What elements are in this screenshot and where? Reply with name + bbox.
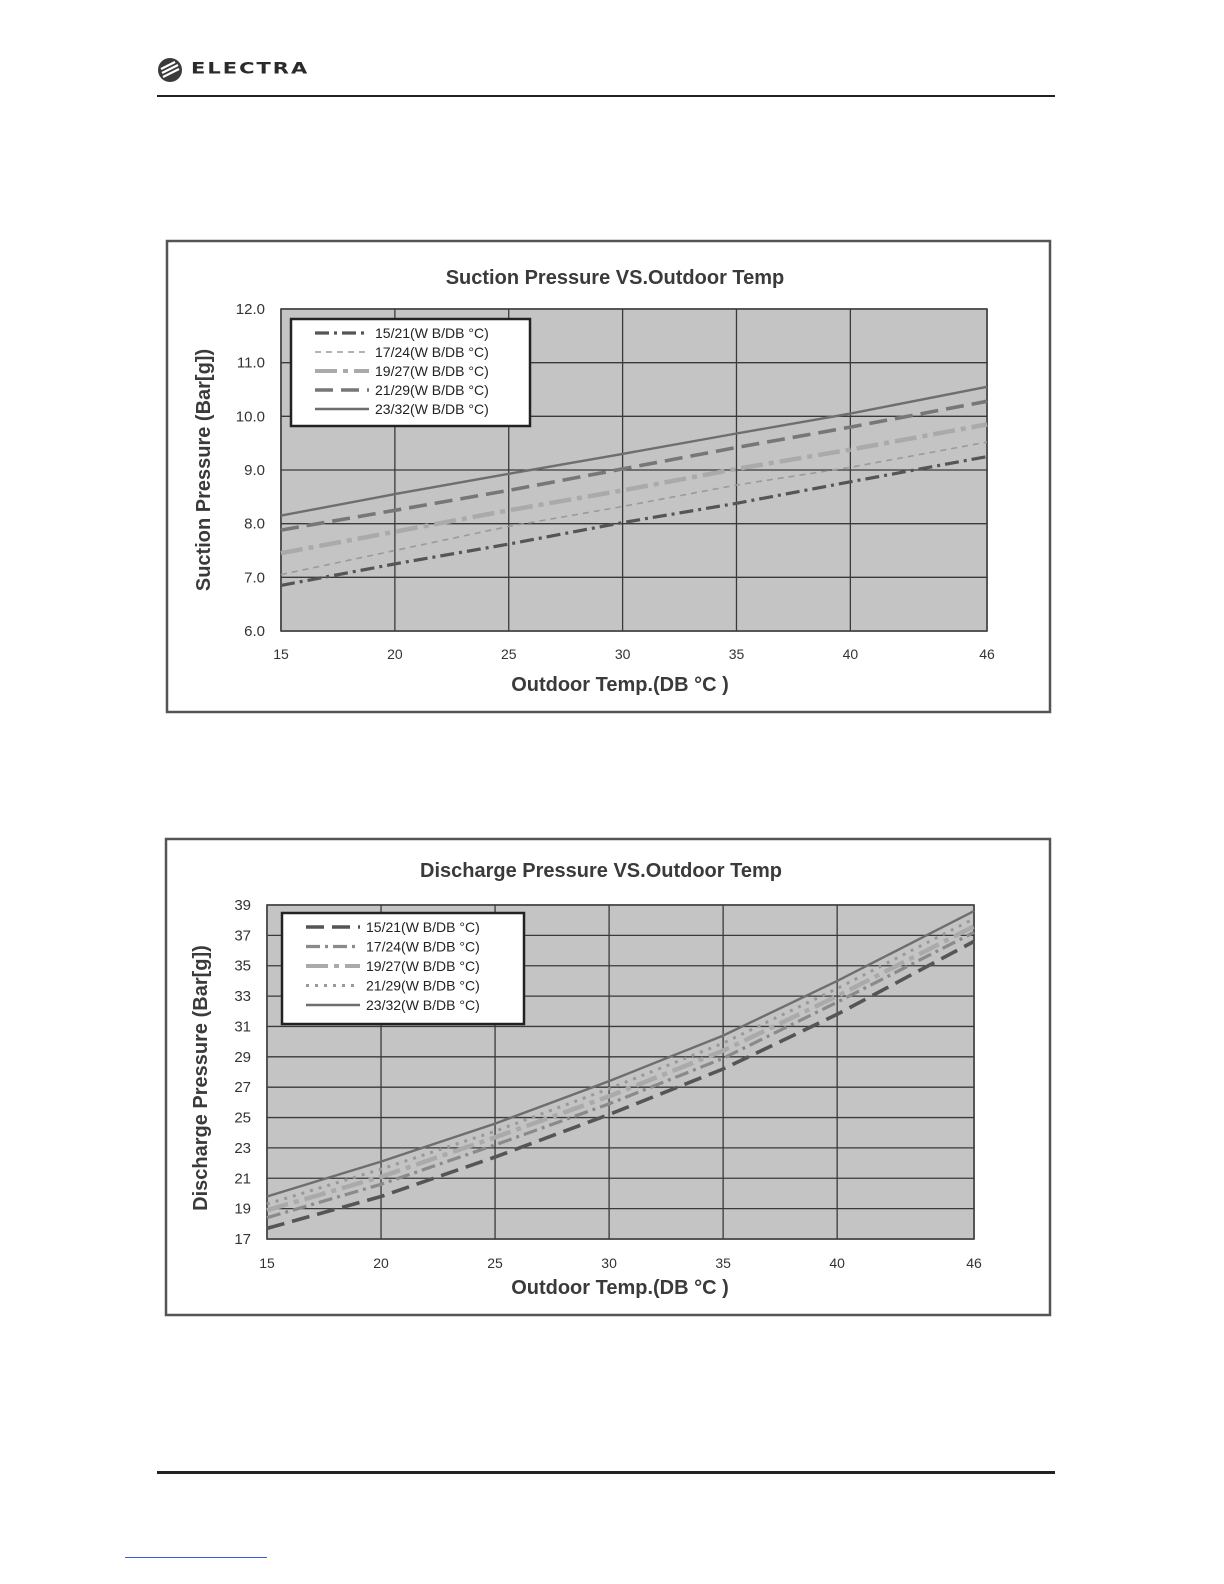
series-line-5 [266, 910, 975, 1198]
y-tick-label: 7.0 [244, 569, 265, 586]
y-tick-label: 37 [234, 927, 251, 944]
x-tick-label: 15 [273, 646, 289, 662]
y-axis-label: Discharge Pressure (Bar[g]) [190, 945, 212, 1211]
legend-label: 23/32(W B/DB °C) [375, 401, 489, 417]
x-tick-label: 25 [501, 646, 517, 662]
x-tick-label: 15 [259, 1255, 275, 1271]
chart-title: Suction Pressure VS.Outdoor Temp [446, 267, 785, 289]
legend-label: 15/21(W B/DB °C) [366, 919, 480, 935]
x-tick-label: 30 [601, 1255, 617, 1271]
footer-divider [157, 1471, 1055, 1474]
y-tick-label: 33 [234, 988, 251, 1005]
series-line-3 [280, 422, 988, 556]
x-tick-label: 40 [843, 646, 859, 662]
x-tick-label: 20 [387, 646, 403, 662]
x-axis-label: Outdoor Temp.(DB °C ) [511, 674, 729, 696]
legend-label: 17/24(W B/DB °C) [375, 344, 489, 360]
x-tick-label: 35 [729, 646, 745, 662]
series-line-3 [266, 924, 976, 1213]
y-tick-label: 17 [234, 1231, 251, 1248]
discharge-pressure-chart: 15 20 25 30 35 40 46 17 19 21 23 25 27 29 31 33 35 37 39 Di… [164, 837, 1052, 1317]
x-tick-label: 35 [715, 1255, 731, 1271]
y-tick-label: 25 [234, 1110, 251, 1127]
y-tick-label: 9.0 [244, 462, 265, 479]
y-axis-label: Suction Pressure (Bar[g]) [193, 349, 215, 591]
series-line-5 [280, 385, 988, 517]
legend-label: 21/29(W B/DB °C) [375, 382, 489, 398]
y-tick-label: 29 [234, 1049, 251, 1066]
legend-label: 15/21(W B/DB °C) [375, 325, 489, 341]
x-tick-label: 20 [373, 1255, 389, 1271]
x-tick-label: 46 [979, 646, 995, 662]
footer-link-underline [125, 1557, 267, 1558]
y-tick-label: 23 [234, 1140, 251, 1157]
y-tick-label: 10.0 [236, 408, 265, 425]
y-tick-label: 19 [234, 1201, 251, 1218]
y-tick-label: 11.0 [237, 355, 265, 372]
legend-label: 19/27(W B/DB °C) [375, 363, 489, 379]
series-line-1 [280, 455, 988, 587]
y-tick-label: 6.0 [244, 623, 265, 640]
y-tick-label: 27 [234, 1079, 251, 1096]
y-tick-label: 39 [234, 897, 251, 914]
x-tick-label: 40 [829, 1255, 845, 1271]
x-axis-label: Outdoor Temp.(DB °C ) [511, 1277, 729, 1299]
x-tick-label: 46 [966, 1255, 982, 1271]
legend-label: 23/32(W B/DB °C) [366, 997, 480, 1013]
y-tick-label: 8.0 [244, 516, 265, 533]
page-header: ELECTRA [157, 54, 1055, 96]
header-divider [157, 95, 1055, 97]
x-tick-label: 30 [615, 646, 631, 662]
series-line-2 [266, 930, 975, 1220]
series-line-4 [280, 399, 988, 532]
y-tick-label: 35 [234, 958, 251, 975]
series-line-1 [266, 939, 975, 1231]
electra-logo-icon [158, 58, 182, 82]
x-tick-label: 25 [487, 1255, 503, 1271]
y-tick-label: 12.0 [236, 301, 265, 318]
series-line-4 [266, 917, 975, 1206]
chart-title: Discharge Pressure VS.Outdoor Temp [420, 860, 782, 882]
y-tick-label: 21 [234, 1170, 251, 1187]
brand-name: ELECTRA [191, 59, 310, 77]
y-tick-label: 31 [234, 1018, 251, 1035]
legend-label: 21/29(W B/DB °C) [366, 978, 480, 994]
suction-pressure-chart: 15 20 25 30 35 40 46 6.0 7.0 8.0 9.0 10.0 11.0 12.0 Su… [165, 239, 1052, 714]
legend-label: 17/24(W B/DB °C) [366, 939, 480, 955]
legend-label: 19/27(W B/DB °C) [366, 958, 480, 974]
